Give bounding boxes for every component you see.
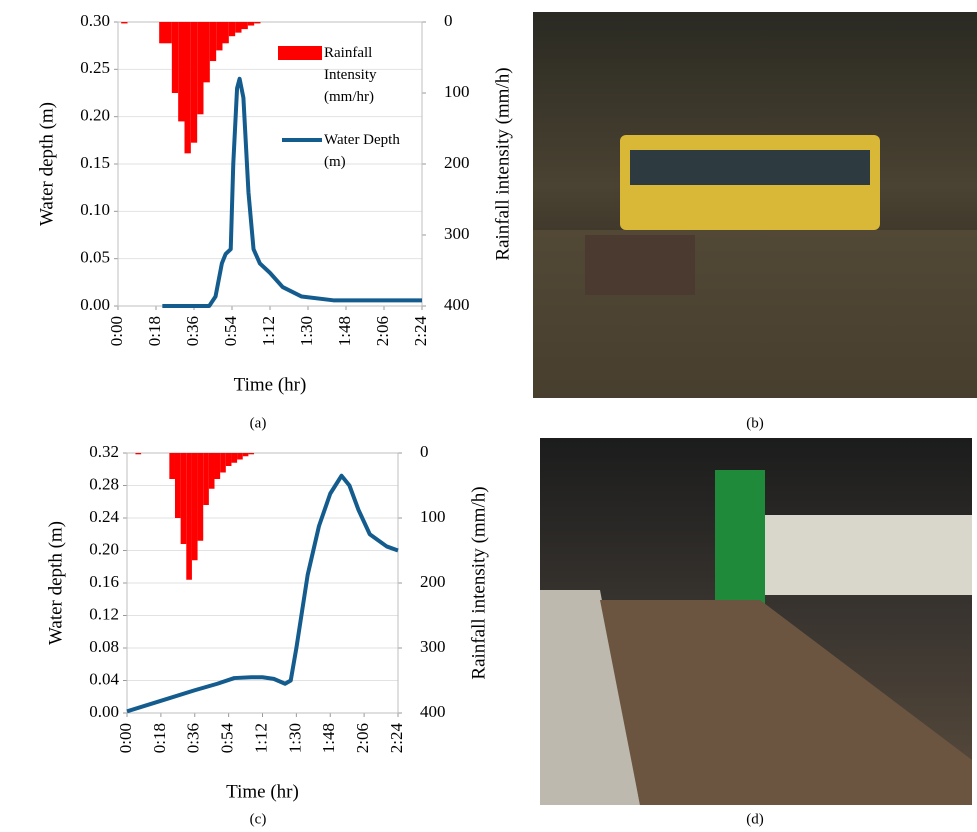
y-tick-label: 0.20 [89, 539, 119, 558]
rain-bar [166, 22, 172, 43]
y2-tick-label: 300 [444, 224, 470, 243]
y2-axis-title: Rainfall intensity (mm/h) [468, 486, 489, 679]
y-tick-label: 0.16 [89, 572, 119, 591]
y-tick-label: 0.25 [80, 58, 110, 77]
x-tick-label: 0:18 [150, 723, 169, 753]
caption: (b) [746, 415, 764, 431]
y2-tick-label: 0 [420, 442, 429, 461]
figure: 0.00 0.05 0.10 0.15 0.20 0.25 0.30 0 100 200 300 40… [0, 0, 977, 832]
rain-bar [198, 453, 204, 541]
y-tick-label: 0.00 [80, 295, 110, 314]
rain-bar [210, 22, 216, 61]
rain-bar [209, 453, 215, 489]
x-tick-label: 0:00 [116, 723, 135, 753]
y-tick-label: 0.15 [80, 153, 110, 172]
x-tick-label: 0:54 [221, 316, 240, 347]
y-tick-label: 0.20 [80, 106, 110, 125]
rain-bar [215, 453, 221, 479]
x-tick-label: 0:00 [107, 316, 126, 346]
x-tick-label: 1:48 [335, 316, 354, 346]
y-tick-label: 0.05 [80, 248, 110, 267]
x-tick-label: 0:36 [183, 316, 202, 346]
legend-swatch [278, 46, 322, 60]
x-tick-label: 0:54 [218, 723, 237, 754]
rain-bar [248, 22, 254, 26]
y2-tick-label: 300 [420, 637, 446, 656]
rain-bar [169, 453, 175, 479]
rain-bar [220, 453, 226, 473]
x-tick-label: 2:06 [373, 316, 392, 346]
y-tick-label: 0.32 [89, 442, 119, 461]
rain-bar [243, 453, 249, 456]
y-tick-label: 0.24 [89, 507, 119, 526]
y-tick-label: 0.00 [89, 702, 119, 721]
y-tick-label: 0.08 [89, 637, 119, 656]
y2-tick-label: 400 [420, 702, 446, 721]
y-tick-label: 0.28 [89, 474, 119, 493]
x-tick-label: 1:30 [285, 723, 304, 753]
rain-bar [203, 453, 209, 505]
x-tick-label: 0:36 [184, 723, 203, 753]
rain-bar [242, 22, 248, 29]
rain-bar [235, 22, 241, 33]
photo-flooded-street [533, 12, 977, 398]
legend-label: Water Depth (m) [324, 129, 414, 173]
y2-tick-label: 0 [444, 11, 453, 30]
y-tick-label: 0.30 [80, 11, 110, 30]
legend-label: Rainfall Intensity (mm/hr) [324, 42, 414, 108]
rain-bar [223, 22, 229, 43]
x-tick-label: 2:24 [387, 723, 406, 754]
rain-bar [191, 22, 197, 143]
x-tick-label: 1:48 [319, 723, 338, 753]
y2-tick-label: 100 [444, 82, 470, 101]
y-tick-label: 0.10 [80, 200, 110, 219]
rain-bar [216, 22, 222, 50]
y-tick-label: 0.12 [89, 604, 119, 623]
chart: 0.00 0.05 0.10 0.15 0.20 0.25 0.30 0 100 200 300 40… [0, 0, 977, 832]
rain-bar [175, 453, 181, 518]
rain-bar [178, 22, 184, 121]
depth-line [127, 476, 398, 712]
y2-tick-label: 200 [444, 153, 470, 172]
x-tick-label: 1:30 [297, 316, 316, 346]
y2-tick-label: 100 [420, 507, 446, 526]
x-tick-label: 2:06 [353, 723, 372, 753]
rain-bar [159, 22, 165, 43]
y2-tick-label: 200 [420, 572, 446, 591]
caption: (d) [746, 811, 764, 827]
rain-bar [226, 453, 232, 466]
caption: (c) [250, 811, 267, 827]
rain-bar [135, 453, 141, 454]
rain-bar [197, 22, 203, 114]
photo-flooded-subway [540, 438, 972, 805]
rain-bar [229, 22, 235, 36]
rain-bar [186, 453, 192, 580]
rain-bar [237, 453, 243, 460]
y2-tick-label: 400 [444, 295, 470, 314]
caption: (a) [250, 415, 267, 431]
rain-bar [172, 22, 178, 93]
x-tick-label: 1:12 [251, 723, 270, 753]
rain-bar [121, 22, 127, 23]
x-tick-label: 2:24 [411, 316, 430, 347]
y-axis-title: Water depth (m) [45, 521, 66, 645]
rain-bar [181, 453, 187, 544]
x-tick-label: 1:12 [259, 316, 278, 346]
rain-bar [254, 22, 260, 23]
x-axis-title: Time (hr) [226, 781, 299, 802]
x-axis-title: Time (hr) [234, 374, 307, 395]
x-tick-label: 0:18 [145, 316, 164, 346]
y-tick-label: 0.04 [89, 669, 119, 688]
rain-bar [192, 453, 198, 560]
y2-axis-title: Rainfall intensity (mm/h) [492, 67, 513, 260]
rain-bar [231, 453, 237, 463]
rain-bar [204, 22, 210, 82]
y-axis-title: Water depth (m) [36, 102, 57, 226]
rain-bar [185, 22, 191, 153]
rain-bar [248, 453, 254, 454]
